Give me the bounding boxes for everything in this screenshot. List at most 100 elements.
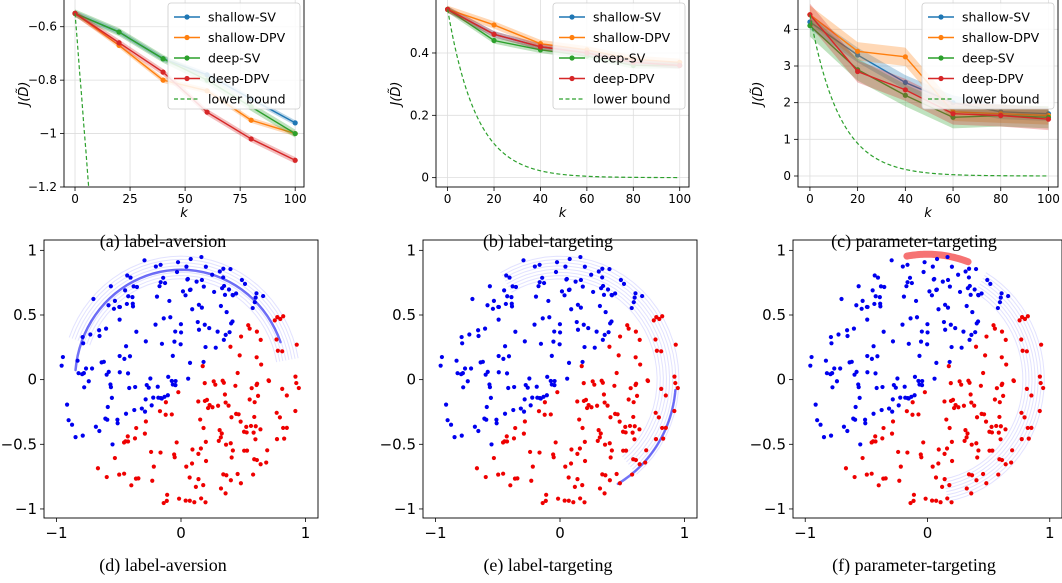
scatter-point xyxy=(973,344,979,349)
scatter-point xyxy=(957,289,963,295)
scatter-point xyxy=(190,307,195,312)
scatter-point xyxy=(183,293,188,298)
scatter-point xyxy=(626,326,631,331)
scatter-point xyxy=(949,500,954,505)
scatter-point xyxy=(504,273,509,278)
y-tick-label: −1 xyxy=(394,500,416,518)
scatter-point xyxy=(224,309,229,315)
scatter-point xyxy=(634,393,640,398)
scatter-point xyxy=(672,374,677,379)
scatter-point xyxy=(969,400,974,405)
x-tick-label: 0 xyxy=(176,524,186,542)
scatter-point xyxy=(254,329,259,334)
data-point xyxy=(204,109,210,115)
scatter-point xyxy=(489,442,494,447)
scatter-panel-3: −1 0 1 −1 −0.5 0 0.5 1 xyxy=(750,239,1062,542)
scatter-point xyxy=(988,281,993,286)
scatter-point xyxy=(946,364,951,369)
scatter-point xyxy=(164,498,169,503)
scatter-point xyxy=(178,330,184,335)
scatter-point xyxy=(628,386,633,391)
scatter-point xyxy=(949,344,954,350)
scatter-point xyxy=(963,428,968,433)
scatter-point xyxy=(634,381,639,386)
scatter-point xyxy=(832,366,837,371)
line-panel-1: 0 25 50 75 100 −1.2 −1 −0.8 −0.6 k J(D̃) shallow-SV… xyxy=(17,0,307,221)
scatter-point xyxy=(168,315,173,320)
scatter-point xyxy=(934,256,940,262)
scatter-point xyxy=(942,451,947,456)
scatter-point xyxy=(121,440,127,445)
scatter-point xyxy=(913,298,919,304)
x-tick-label: 40 xyxy=(898,192,913,206)
scatter-point xyxy=(1020,348,1025,353)
scatter-point xyxy=(501,356,506,361)
scatter-point xyxy=(104,474,109,480)
scatter-point xyxy=(580,359,585,365)
scatter-point xyxy=(547,315,552,320)
trajectories xyxy=(943,272,1045,502)
scatter-point xyxy=(906,341,911,346)
scatter-point xyxy=(929,498,935,503)
scatter-point xyxy=(476,328,481,333)
scatter-point xyxy=(217,428,222,433)
scatter-point xyxy=(198,417,203,422)
y-tick-label: −0.6 xyxy=(28,20,57,34)
scatter-point xyxy=(194,279,199,284)
axes-frame xyxy=(797,0,1059,188)
scatter-point xyxy=(537,262,542,267)
data-point xyxy=(902,54,908,60)
scatter-point xyxy=(207,325,212,331)
scatter-point xyxy=(601,292,607,297)
scatter-point xyxy=(515,476,520,481)
scatter-point xyxy=(824,371,830,376)
scatter-point xyxy=(578,277,583,283)
scatter-point xyxy=(940,279,945,284)
scatter-point xyxy=(500,440,506,445)
scatter-point xyxy=(595,438,600,444)
scatter-point xyxy=(203,439,208,444)
scatter-point xyxy=(875,354,880,359)
scatter-point xyxy=(934,498,939,503)
scatter-point xyxy=(600,266,605,271)
scatter-point xyxy=(997,400,1002,405)
scatter-point xyxy=(972,287,977,292)
legend-entry: deep-DPV xyxy=(962,71,1024,86)
scatter-point xyxy=(549,353,554,359)
scatter-point xyxy=(274,337,279,342)
x-tick-label: 100 xyxy=(1037,192,1060,206)
scatter-point xyxy=(883,476,888,481)
scatter-point xyxy=(535,395,540,400)
scatter-point xyxy=(902,384,907,389)
scatter-point xyxy=(889,431,895,436)
scatter-point xyxy=(999,329,1005,334)
scatter-point xyxy=(176,390,181,395)
scatter-point xyxy=(605,287,611,292)
scatter-point xyxy=(117,370,122,375)
scatter-point xyxy=(603,309,608,315)
scatter-point xyxy=(989,424,994,430)
scatter-point xyxy=(274,437,280,442)
data-point xyxy=(902,79,908,86)
confidence-band xyxy=(75,10,296,164)
scatter-point xyxy=(133,384,138,390)
scatter-point xyxy=(230,448,235,453)
scatter-point xyxy=(163,400,168,405)
scatter-point xyxy=(1019,315,1025,320)
legend-entry: shallow-DPV xyxy=(593,30,671,45)
scatter-point xyxy=(196,302,202,307)
scatter-point xyxy=(886,406,892,411)
scatter-point xyxy=(847,360,852,365)
scatter-point xyxy=(529,478,534,483)
scatter-point xyxy=(97,333,102,339)
scatter-point xyxy=(821,435,827,440)
scatter-point xyxy=(608,415,613,420)
scatter-point xyxy=(222,292,228,297)
scatter-point xyxy=(592,345,597,350)
scatter-point xyxy=(880,436,885,441)
series-lower bound xyxy=(447,9,680,179)
scatter-point xyxy=(142,431,147,436)
scatter-point xyxy=(875,275,881,280)
scatter-point xyxy=(105,404,110,410)
